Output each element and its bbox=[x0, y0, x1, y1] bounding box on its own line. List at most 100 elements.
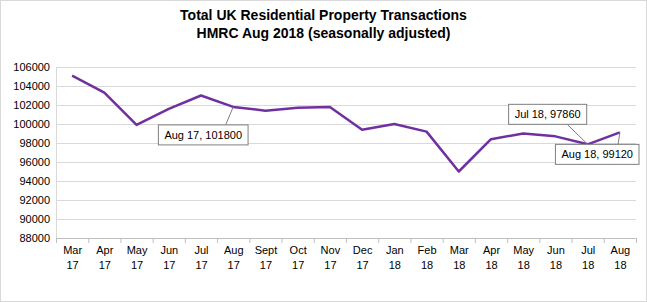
x-divider bbox=[282, 238, 283, 243]
x-divider bbox=[410, 238, 411, 243]
x-tick: Mar18 bbox=[450, 238, 476, 271]
x-divider bbox=[217, 238, 218, 243]
y-tick: 94000 bbox=[19, 175, 56, 187]
x-divider bbox=[604, 238, 605, 243]
annotations: Aug 17, 101800 Jul 18, 97860 Aug 18, 99120 bbox=[158, 104, 639, 164]
y-tick-label: 98000 bbox=[19, 137, 50, 149]
grid-line bbox=[56, 181, 636, 182]
y-tick-label: 100000 bbox=[13, 118, 50, 130]
callout-box bbox=[555, 144, 639, 164]
y-tick-label: 106000 bbox=[13, 61, 50, 73]
x-tick-label: May17 bbox=[127, 244, 148, 271]
x-tick-label: Jun17 bbox=[160, 244, 178, 271]
x-tick: Aug17 bbox=[224, 238, 250, 271]
x-divider bbox=[314, 238, 315, 243]
y-tick-label: 88000 bbox=[19, 232, 50, 244]
callout: Aug 17, 101800 bbox=[158, 107, 248, 145]
grid-line bbox=[56, 162, 636, 163]
grid-line bbox=[56, 143, 636, 144]
callout-leader bbox=[226, 107, 234, 125]
callout-label: Aug 18, 99120 bbox=[561, 148, 633, 160]
x-tick: Feb18 bbox=[418, 238, 444, 271]
x-divider bbox=[185, 238, 186, 243]
x-divider bbox=[120, 238, 121, 243]
x-divider bbox=[88, 238, 89, 243]
x-divider bbox=[56, 238, 57, 243]
x-divider bbox=[539, 238, 540, 243]
x-tick-label: Mar17 bbox=[63, 244, 82, 271]
x-tick-label: Apr17 bbox=[96, 244, 113, 271]
x-tick: Dec17 bbox=[353, 238, 379, 271]
y-tick-label: 104000 bbox=[13, 80, 50, 92]
y-tick: 98000 bbox=[19, 137, 56, 149]
x-tick: Apr18 bbox=[483, 238, 508, 271]
x-divider bbox=[153, 238, 154, 243]
x-divider bbox=[572, 238, 573, 243]
subtitle: HMRC Aug 2018 (seasonally adjusted) bbox=[197, 25, 451, 41]
y-tick-label: 90000 bbox=[19, 213, 50, 225]
grid-line bbox=[56, 86, 636, 87]
chart-border bbox=[1, 1, 647, 302]
line bbox=[72, 76, 620, 172]
x-tick-label: Nov17 bbox=[321, 244, 341, 271]
x-divider bbox=[443, 238, 444, 243]
x-tick: Jul17 bbox=[194, 238, 217, 271]
x-tick-label: Jul18 bbox=[581, 244, 595, 271]
x-tick-label: Mar18 bbox=[450, 244, 469, 271]
x-divider bbox=[378, 238, 379, 243]
x-tick-label: Apr18 bbox=[483, 244, 500, 271]
y-tick: 100000 bbox=[13, 118, 56, 130]
callout: Aug 18, 99120 bbox=[555, 132, 639, 164]
x-divider bbox=[475, 238, 476, 243]
x-tick-label: Jul17 bbox=[194, 244, 208, 271]
grid bbox=[56, 68, 636, 239]
x-tick: Jan18 bbox=[386, 238, 411, 271]
x-divider bbox=[249, 238, 250, 243]
x-tick: Nov17 bbox=[321, 238, 347, 271]
x-tick: Sept17 bbox=[255, 238, 282, 271]
x-tick-label: Aug17 bbox=[224, 244, 244, 271]
x-tick: Apr17 bbox=[96, 238, 121, 271]
x-tick: Mar17 bbox=[57, 238, 89, 271]
y-tick: 90000 bbox=[19, 213, 56, 225]
x-tick-label: Jan18 bbox=[386, 244, 404, 271]
y-axis: 88000 90000 92000 94000 96000 98000 100000 1020… bbox=[13, 61, 56, 244]
y-axis-line bbox=[56, 68, 57, 239]
callout-box bbox=[509, 104, 587, 124]
y-tick-label: 96000 bbox=[19, 156, 50, 168]
y-tick-label: 102000 bbox=[13, 99, 50, 111]
chart: Total UK Residential Property Transactio… bbox=[0, 0, 647, 302]
x-tick-label: Oct17 bbox=[290, 244, 307, 271]
x-tick-label: Aug18 bbox=[611, 244, 631, 271]
grid-line bbox=[56, 219, 636, 220]
x-tick: Jul18 bbox=[581, 238, 604, 271]
x-tick-label: Dec17 bbox=[353, 244, 373, 271]
x-divider bbox=[507, 238, 508, 243]
x-divider bbox=[636, 238, 637, 243]
y-tick-label: 94000 bbox=[19, 175, 50, 187]
grid-line bbox=[56, 200, 636, 201]
y-tick: 102000 bbox=[13, 99, 56, 111]
callout: Jul 18, 97860 bbox=[509, 104, 588, 144]
x-divider bbox=[346, 238, 347, 243]
grid-line bbox=[56, 67, 636, 68]
x-axis: Mar17 Apr17 May17 Jun17 Jul17 Aug17 Sept17 Oct1… bbox=[57, 238, 637, 271]
y-tick: 96000 bbox=[19, 156, 56, 168]
x-tick-label: Sept17 bbox=[255, 244, 278, 271]
callout-label: Aug 17, 101800 bbox=[164, 129, 242, 141]
y-tick: 92000 bbox=[19, 194, 56, 206]
x-tick: Oct17 bbox=[290, 238, 315, 271]
callout-box bbox=[158, 125, 248, 145]
x-tick: Aug18 bbox=[611, 238, 637, 271]
x-tick: May18 bbox=[513, 238, 540, 271]
x-tick: Jun18 bbox=[547, 238, 572, 271]
y-tick-label: 92000 bbox=[19, 194, 50, 206]
x-tick: Jun17 bbox=[160, 238, 185, 271]
callout-leader bbox=[567, 124, 587, 144]
callout-label: Jul 18, 97860 bbox=[515, 108, 581, 120]
x-tick: May17 bbox=[127, 238, 154, 271]
y-tick: 88000 bbox=[19, 232, 56, 244]
x-tick-label: Jun18 bbox=[547, 244, 565, 271]
title: Total UK Residential Property Transactio… bbox=[180, 7, 467, 23]
x-tick-label: Feb18 bbox=[418, 244, 437, 271]
